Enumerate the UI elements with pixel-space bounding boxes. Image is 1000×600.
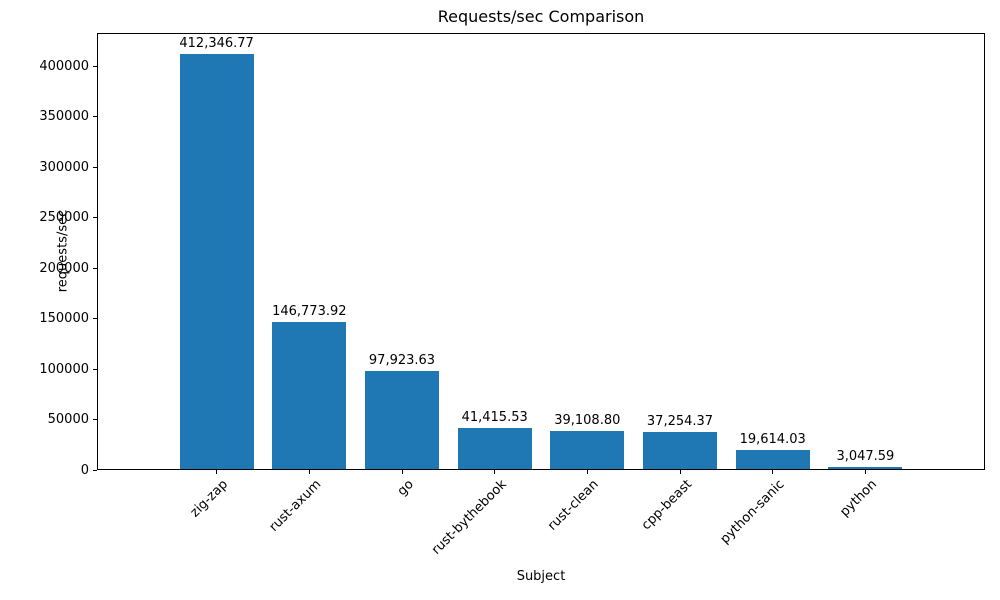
y-tick: [93, 419, 97, 421]
y-tick: [93, 65, 97, 67]
bar: [364, 371, 440, 470]
x-tick: [401, 470, 403, 474]
y-tick-label: 400000: [39, 58, 89, 74]
y-tick: [93, 368, 97, 370]
x-tick-label: python-sanic: [717, 477, 788, 547]
x-tick-label: python: [837, 477, 881, 520]
y-tick-label: 300000: [39, 159, 89, 175]
x-tick: [586, 470, 588, 474]
y-tick: [93, 217, 97, 219]
y-tick: [93, 469, 97, 471]
bar: [643, 432, 718, 470]
bar-value-label: 39,108.80: [554, 412, 621, 428]
bar: [272, 321, 347, 470]
x-tick: [864, 470, 866, 474]
y-tick: [93, 116, 97, 118]
y-tick: [93, 166, 97, 168]
bar-value-label: 19,614.03: [739, 432, 806, 448]
bar: [179, 53, 254, 470]
y-tick-label: 0: [80, 462, 89, 478]
bar: [457, 428, 532, 470]
bar-value-label: 412,346.77: [179, 35, 254, 51]
x-tick: [308, 470, 310, 474]
y-tick: [93, 318, 97, 320]
bar-value-label: 97,923.63: [368, 353, 436, 369]
x-tick-label: zig-zap: [187, 477, 232, 521]
y-tick-label: 200000: [39, 260, 89, 276]
bar: [828, 466, 903, 470]
x-tick: [216, 470, 218, 474]
x-tick-label: cpp-beast: [638, 477, 695, 534]
x-tick: [772, 470, 774, 474]
bar: [735, 450, 810, 470]
x-tick: [679, 470, 681, 474]
x-tick-label: go: [394, 477, 417, 500]
bar: [550, 430, 625, 470]
x-tick-label: rust-bythebook: [428, 477, 510, 558]
bar-value-label: 3,047.59: [836, 448, 895, 464]
bar-value-label: 41,415.53: [461, 410, 528, 426]
bar-value-label: 146,773.92: [272, 303, 347, 319]
y-tick-label: 350000: [39, 109, 89, 125]
y-tick-label: 150000: [39, 311, 89, 327]
chart-title: Requests/sec Comparison: [437, 7, 645, 26]
y-tick-label: 50000: [47, 412, 89, 428]
x-tick-label: rust-clean: [545, 477, 602, 534]
x-axis-label: Subject: [516, 569, 566, 584]
y-tick: [93, 267, 97, 269]
x-tick-label: rust-axum: [266, 477, 324, 535]
bar-value-label: 37,254.37: [646, 414, 714, 430]
x-tick: [494, 470, 496, 474]
y-tick-label: 100000: [39, 361, 89, 377]
y-tick-label: 250000: [39, 210, 89, 226]
